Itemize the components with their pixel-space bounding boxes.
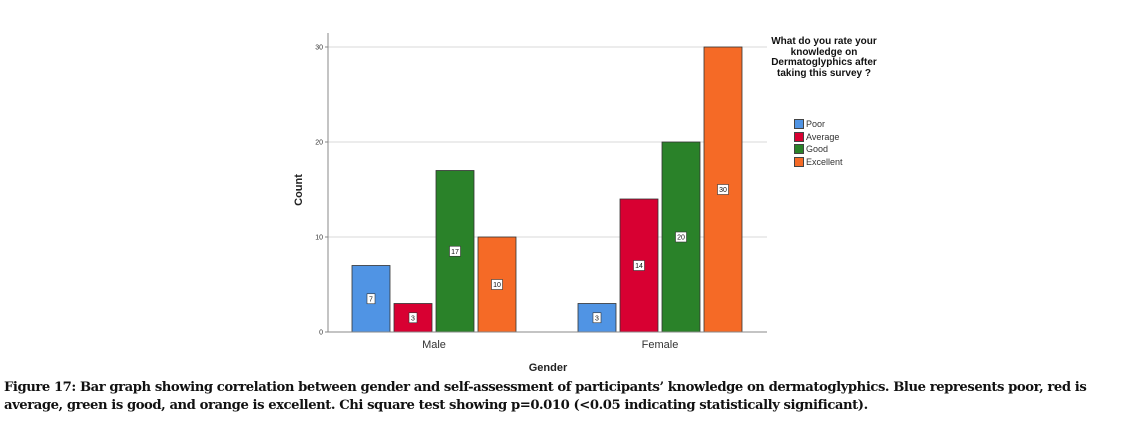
y-tick-label: 20 xyxy=(315,140,323,147)
data-label: 14 xyxy=(635,263,643,270)
bar-male-average xyxy=(393,303,433,333)
legend-swatch xyxy=(794,156,804,167)
axes: 0 10 20 30 Male Female xyxy=(315,33,767,351)
legend: Poor Average Good Excellent xyxy=(794,118,843,168)
y-tick-label: 0 xyxy=(319,330,323,337)
legend-item-average: Average xyxy=(794,131,843,144)
legend-item-excellent: Excellent xyxy=(794,156,843,169)
data-label: 3 xyxy=(411,315,415,322)
figure-caption: Figure 17: Bar graph showing correlation… xyxy=(4,380,1087,413)
data-label: 30 xyxy=(719,187,727,194)
legend-label: Excellent xyxy=(806,156,843,167)
y-axis-title: Count xyxy=(293,174,305,206)
data-label-box xyxy=(408,312,418,324)
y-tick-label: 30 xyxy=(315,45,323,52)
legend-swatch xyxy=(794,119,804,130)
data-label: 17 xyxy=(451,249,459,256)
data-label-box xyxy=(633,260,645,271)
legend-label: Average xyxy=(806,131,840,142)
data-label: 7 xyxy=(369,296,373,303)
legend-item-poor: Poor xyxy=(794,118,843,131)
legend-label: Poor xyxy=(806,119,826,130)
legend-title: What do you rate your knowledge on Derma… xyxy=(771,36,877,79)
data-label-box xyxy=(717,184,729,195)
data-label: 10 xyxy=(493,282,501,289)
data-label: 20 xyxy=(677,235,685,242)
legend-swatch xyxy=(794,131,804,142)
data-label-box xyxy=(592,312,602,324)
data-label-box xyxy=(491,279,503,290)
data-label-box xyxy=(366,293,376,305)
legend-swatch xyxy=(794,144,804,155)
legend-item-good: Good xyxy=(794,143,843,156)
bars: 7 3 17 10 3 14 20 30 xyxy=(351,46,743,333)
y-tick-label: 10 xyxy=(315,235,323,242)
x-tick-label: Female xyxy=(642,339,679,351)
gridlines xyxy=(328,46,767,238)
data-label: 3 xyxy=(595,315,599,322)
legend-label: Good xyxy=(806,144,829,155)
data-label-box xyxy=(675,231,687,243)
x-axis-title: Gender xyxy=(529,362,568,374)
data-label-box xyxy=(449,245,461,257)
x-tick-label: Male xyxy=(422,339,446,351)
